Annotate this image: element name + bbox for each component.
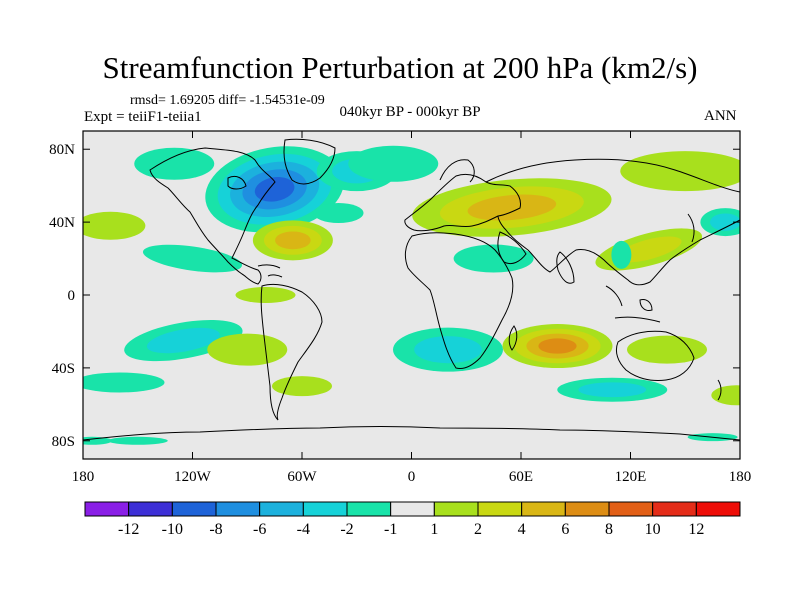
colorbar-label: -6 — [253, 521, 266, 538]
colorbar-box — [477, 501, 523, 517]
colorbar-box — [695, 501, 741, 517]
chart-title: Streamfunction Perturbation at 200 hPa (… — [102, 50, 698, 85]
coastlines — [83, 138, 740, 441]
contour-fill-region — [107, 436, 168, 445]
colorbar-label: 1 — [430, 521, 438, 538]
colorbar-box — [84, 501, 130, 517]
contour-fill-region — [83, 211, 146, 240]
longitude-tick-label: 180 — [729, 469, 752, 485]
colorbar-box — [171, 501, 217, 517]
longitude-tick-label: 0 — [408, 469, 416, 485]
latitude-tick-label: 80S — [52, 434, 75, 450]
colorbar-label: 10 — [645, 521, 661, 538]
colorbar-box — [608, 501, 654, 517]
experiment-label: Expt = teiiF1-teiia1 — [84, 109, 202, 125]
colorbar-box — [302, 501, 348, 517]
colorbar-label: 6 — [561, 521, 569, 538]
map-field — [83, 131, 740, 459]
colorbar-box — [652, 501, 697, 517]
latitude-tick-label: 40N — [49, 215, 75, 231]
longitude-tick-label: 120W — [174, 469, 212, 485]
colorbar-label: 4 — [518, 521, 526, 538]
longitude-tick-label: 120E — [615, 469, 647, 485]
contour-fill-region — [615, 236, 682, 263]
contour-fill-region — [348, 145, 439, 182]
latitude-tick-label: 80N — [49, 142, 75, 158]
contour-fill-region — [538, 338, 577, 354]
contour-fill-region — [620, 151, 740, 192]
latitude-tick-label: 0 — [68, 288, 76, 304]
longitude-tick-label: 60W — [287, 469, 317, 485]
contour-fill-layer — [83, 145, 740, 445]
longitude-tick-label: 60E — [509, 469, 533, 485]
contour-fill-region — [710, 213, 740, 231]
contour-fill-region — [627, 335, 707, 364]
contour-fill-region — [272, 376, 332, 397]
longitude-tick-label: 180 — [72, 469, 95, 485]
contour-fill-region — [235, 287, 296, 303]
contour-fill-region — [146, 327, 220, 354]
contour-fill-region — [414, 336, 482, 364]
colorbar-label: 12 — [688, 521, 704, 538]
contour-fill-region — [83, 372, 165, 393]
colorbar-box — [128, 501, 173, 517]
colorbar: -12 -10 -8 -6 -4 -2 -1 1 2 4 6 8 10 12 — [84, 501, 741, 538]
colorbar-label: -1 — [384, 521, 397, 538]
period-label: 040kyr BP - 000kyr BP — [339, 104, 481, 120]
colorbar-box — [390, 501, 435, 517]
season-label: ANN — [704, 108, 737, 124]
contour-fill-region — [578, 382, 647, 398]
contour-fill-region — [467, 194, 557, 221]
longitude-axis: 180 120W 60W 0 60E 120E 180 — [72, 131, 752, 485]
colorbar-label: -2 — [340, 521, 353, 538]
contour-fill-region — [313, 203, 364, 223]
contour-fill-region — [207, 333, 288, 366]
map-background — [83, 131, 740, 459]
latitude-axis: 80N 40N 0 40S 80S — [49, 142, 740, 450]
contour-fill-region — [611, 240, 632, 269]
colorbar-label: -10 — [162, 521, 183, 538]
colorbar-label: -12 — [118, 521, 139, 538]
latitude-tick-label: 40S — [52, 361, 75, 377]
colorbar-box — [433, 501, 479, 517]
colorbar-box — [521, 501, 566, 517]
contour-fill-region — [134, 147, 215, 180]
colorbar-box — [346, 501, 392, 517]
colorbar-box — [564, 501, 610, 517]
contour-fill-region — [142, 244, 243, 273]
contour-fill-region — [275, 231, 311, 250]
colorbar-label: 2 — [474, 521, 482, 538]
contour-fill-region — [711, 385, 740, 406]
colorbar-label: -8 — [209, 521, 222, 538]
colorbar-box — [259, 501, 304, 517]
contour-fill-region — [453, 244, 534, 273]
colorbar-label: -4 — [297, 521, 310, 538]
colorbar-label: 8 — [605, 521, 613, 538]
colorbar-box — [215, 501, 261, 517]
stats-label: rmsd= 1.69205 diff= -1.54531e-09 — [130, 93, 325, 108]
